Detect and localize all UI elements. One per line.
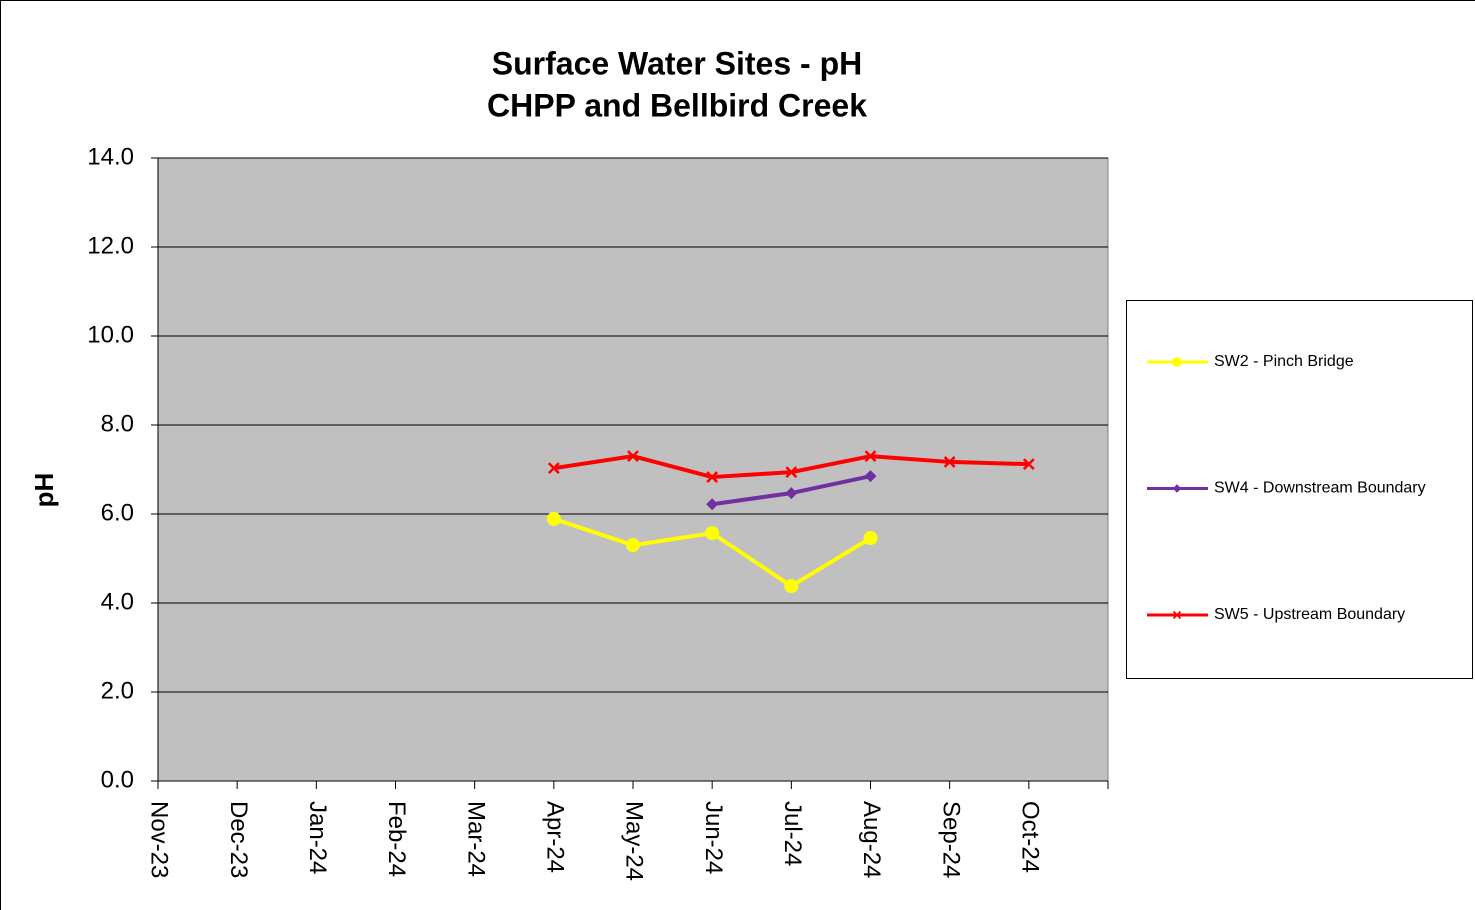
plot-area: [157, 157, 1109, 782]
x-tick-label: Apr-24: [541, 801, 568, 873]
chart-title: Surface Water Sites - pH: [492, 45, 862, 81]
x-tick-label: Feb-24: [383, 801, 410, 877]
data-point: [626, 538, 640, 553]
x-tick-label: Jul-24: [779, 801, 806, 866]
x-tick-label: May-24: [621, 801, 648, 881]
y-tick-label: 14.0: [87, 143, 134, 170]
x-tick-label: Oct-24: [1016, 801, 1043, 873]
y-axis-title: pH: [29, 473, 59, 508]
legend-marker: [1172, 357, 1182, 367]
y-tick-label: 12.0: [87, 232, 134, 259]
data-point: [864, 470, 877, 483]
data-point: [785, 487, 798, 500]
x-tick-label: Dec-23: [225, 801, 252, 878]
legend-label: SW5 - Upstream Boundary: [1214, 606, 1405, 623]
x-tick-label: Sep-24: [937, 801, 964, 878]
data-point: [547, 462, 560, 475]
x-tick-label: Mar-24: [462, 801, 489, 877]
x-tick-label: Jan-24: [304, 801, 331, 874]
legend-label: SW2 - Pinch Bridge: [1214, 353, 1354, 370]
data-point: [864, 450, 877, 463]
data-point: [706, 498, 719, 511]
data-point: [1022, 458, 1035, 471]
data-point: [706, 471, 719, 483]
data-point: [705, 526, 720, 541]
y-tick-label: 6.0: [101, 499, 134, 526]
legend-label: SW4 - Downstream Boundary: [1214, 480, 1426, 497]
y-tick-label: 10.0: [87, 321, 134, 348]
y-tick-label: 0.0: [101, 766, 134, 793]
legend-marker: [1172, 610, 1182, 620]
x-tick-label: Nov-23: [146, 801, 173, 878]
data-point: [784, 579, 799, 594]
data-point: [863, 531, 878, 546]
data-point: [627, 450, 639, 463]
x-tick-label: Aug-24: [858, 801, 885, 878]
chart-subtitle: CHPP and Bellbird Creek: [487, 87, 867, 123]
legend-marker: [1172, 484, 1182, 493]
y-tick-label: 4.0: [101, 588, 134, 615]
y-tick-label: 8.0: [101, 410, 134, 437]
y-tick-label: 2.0: [101, 677, 134, 704]
data-point: [785, 466, 798, 479]
data-point: [546, 511, 561, 526]
data-point: [943, 456, 956, 468]
x-tick-label: Jun-24: [700, 801, 727, 874]
